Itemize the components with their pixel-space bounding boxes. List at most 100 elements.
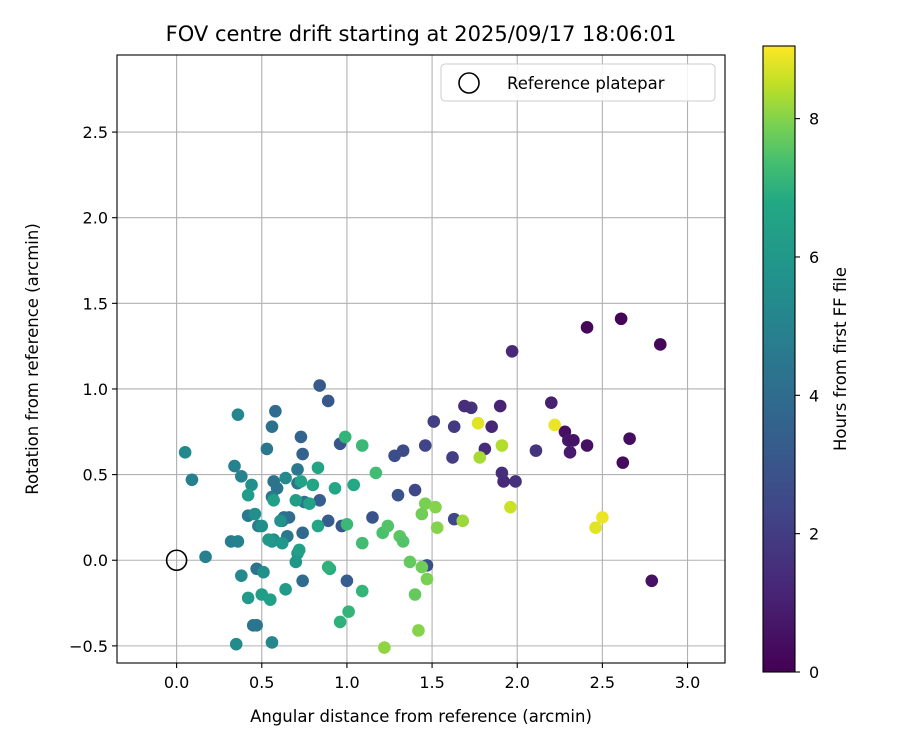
colorbar-tick-label: 2 bbox=[809, 525, 819, 544]
data-point bbox=[458, 399, 471, 413]
data-point bbox=[235, 569, 248, 582]
data-point bbox=[294, 475, 308, 488]
data-point bbox=[504, 500, 517, 514]
data-point bbox=[328, 482, 342, 495]
data-point bbox=[456, 514, 470, 528]
legend: Reference platepar bbox=[440, 63, 716, 102]
data-point bbox=[355, 439, 369, 452]
colorbar-tick-label: 0 bbox=[809, 663, 819, 682]
reference-layer bbox=[165, 549, 188, 572]
data-point bbox=[381, 519, 395, 533]
data-point bbox=[296, 447, 309, 461]
data-point bbox=[446, 451, 459, 464]
data-point bbox=[199, 550, 212, 564]
legend-label-reference: Reference platepar bbox=[507, 74, 665, 93]
data-point bbox=[493, 399, 507, 413]
y-tick-label: 1.0 bbox=[83, 380, 108, 399]
x-tick-label: 2.0 bbox=[504, 673, 529, 692]
y-tick-label: −0.5 bbox=[69, 637, 108, 656]
data-point bbox=[291, 463, 304, 476]
data-point bbox=[245, 478, 258, 492]
data-point bbox=[255, 519, 269, 533]
legend-marker-reference bbox=[458, 72, 480, 94]
data-point bbox=[296, 526, 309, 540]
data-point bbox=[311, 519, 325, 533]
data-point bbox=[616, 456, 630, 469]
data-point bbox=[653, 338, 667, 351]
y-tick-label: 2.5 bbox=[83, 123, 108, 142]
data-point bbox=[263, 593, 277, 606]
data-point bbox=[415, 507, 429, 521]
grid bbox=[117, 55, 725, 663]
x-tick-label: 0.5 bbox=[249, 673, 274, 692]
data-point bbox=[645, 574, 659, 588]
data-point bbox=[473, 451, 487, 464]
data-point bbox=[529, 444, 543, 457]
y-tick-label: 2.0 bbox=[83, 209, 108, 228]
data-point bbox=[228, 459, 241, 473]
data-point bbox=[313, 493, 326, 507]
data-point bbox=[366, 511, 379, 524]
data-point bbox=[378, 641, 391, 654]
data-point bbox=[420, 572, 434, 586]
data-point bbox=[355, 536, 369, 550]
data-point bbox=[178, 446, 192, 459]
data-point bbox=[313, 379, 326, 392]
data-point bbox=[185, 473, 199, 487]
colorbar-tick-label: 8 bbox=[809, 110, 819, 129]
data-point bbox=[495, 466, 509, 480]
data-point bbox=[231, 535, 245, 548]
x-tick-label: 1.0 bbox=[334, 673, 359, 692]
data-point bbox=[623, 432, 636, 445]
data-point bbox=[563, 446, 577, 459]
data-point bbox=[509, 475, 522, 488]
data-point bbox=[589, 521, 602, 534]
data-point bbox=[342, 605, 355, 618]
data-point bbox=[279, 471, 292, 485]
data-point bbox=[333, 615, 347, 629]
x-tick-label: 2.5 bbox=[590, 673, 615, 692]
x-axis-label: Angular distance from reference (arcmin) bbox=[250, 707, 592, 726]
data-point bbox=[292, 543, 306, 557]
data-point bbox=[296, 574, 309, 588]
data-point bbox=[485, 420, 498, 433]
colorbar-tick-label: 4 bbox=[809, 386, 819, 405]
colorbar-tick-label: 6 bbox=[809, 248, 819, 267]
data-point bbox=[235, 470, 248, 483]
data-point bbox=[412, 624, 425, 637]
data-point bbox=[580, 439, 594, 452]
data-point bbox=[567, 434, 580, 447]
data-point bbox=[429, 500, 442, 514]
data-point bbox=[415, 560, 429, 574]
data-point bbox=[311, 461, 325, 475]
colorbar-strip bbox=[762, 45, 796, 673]
x-tick-label: 0.0 bbox=[164, 673, 189, 692]
x-tick-label: 3.0 bbox=[675, 673, 700, 692]
data-point bbox=[340, 517, 354, 531]
colorbar: 0 2 4 6 8 Hours from first FF file bbox=[762, 45, 850, 682]
reference-platepar-marker bbox=[165, 549, 188, 572]
y-axis-label: Rotation from reference (arcmin) bbox=[23, 223, 42, 495]
data-point bbox=[347, 478, 361, 492]
data-point bbox=[279, 583, 292, 596]
data-point bbox=[262, 533, 275, 546]
data-point bbox=[388, 449, 401, 463]
data-point bbox=[321, 394, 335, 408]
data-point bbox=[408, 483, 422, 497]
data-point bbox=[418, 439, 432, 452]
data-point bbox=[306, 478, 320, 492]
y-tick-label: 0.5 bbox=[83, 466, 108, 485]
colorbar-label: Hours from first FF file bbox=[831, 267, 850, 451]
data-point bbox=[548, 418, 561, 432]
data-point bbox=[269, 404, 282, 418]
data-point bbox=[471, 416, 485, 430]
chart-title: FOV centre drift starting at 2025/09/17 … bbox=[166, 22, 677, 46]
data-point bbox=[267, 493, 280, 507]
data-point bbox=[241, 591, 255, 605]
data-point bbox=[241, 488, 255, 502]
data-point bbox=[321, 560, 335, 574]
data-point bbox=[430, 521, 444, 534]
data-point bbox=[447, 420, 461, 433]
data-point bbox=[340, 574, 354, 588]
